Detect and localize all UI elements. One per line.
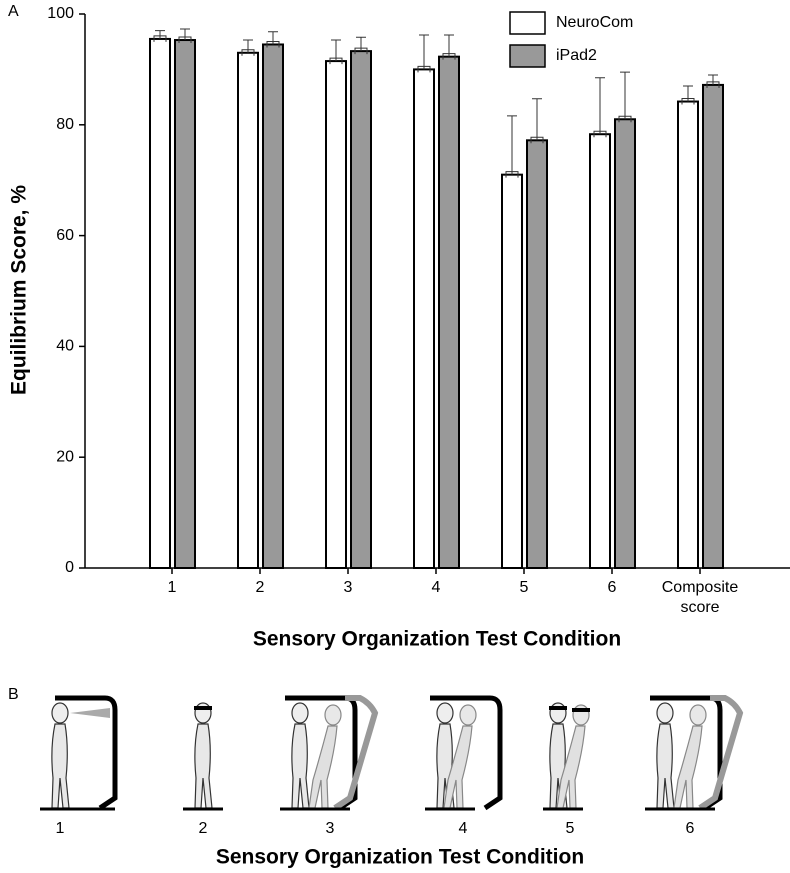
panel-label: A [8,3,19,20]
x-tick-label: 1 [167,579,177,596]
bar [237,51,259,569]
bar [677,100,699,569]
condition-diagrams [40,695,744,811]
x-tick-label: 2 [255,579,265,596]
condition-label: 5 [566,820,575,837]
y-tick-label: 80 [56,116,74,133]
bar [325,60,347,570]
legend-label: iPad2 [556,47,597,64]
y-tick-label: 60 [56,227,74,244]
condition-label: 3 [326,820,335,837]
y-tick-label: 20 [56,448,74,465]
error-bar [153,30,167,42]
y-tick-label: 40 [56,338,74,355]
error-bar [593,77,607,138]
error-bar [442,34,456,60]
error-bar [354,36,368,55]
x-tick-label: 4 [431,579,441,596]
error-bar [329,39,343,65]
x-axis-label: Sensory Organization Test Condition [216,846,584,869]
error-bar [178,28,192,44]
y-axis-label: Equilibrium Score, % [8,185,31,395]
y-tick-label: 0 [65,559,74,576]
legend-swatch [509,44,546,68]
bar [438,55,460,570]
error-bar [706,74,720,88]
error-bar [505,115,519,178]
bar [589,133,611,570]
condition-label: 6 [686,820,695,837]
error-bar [417,34,431,73]
x-tick-label: 6 [607,579,617,596]
condition-label: 2 [199,820,208,837]
x-axis-label: Sensory Organization Test Condition [253,628,621,651]
x-tick-label: Composite score [661,579,739,616]
bar [149,37,171,570]
bar [526,139,548,569]
bar [350,50,372,570]
legend-label: NeuroCom [556,14,633,31]
x-tick-label: 3 [343,579,353,596]
y-tick-label: 100 [47,5,74,22]
bar [174,39,196,569]
x-tick-label: 5 [519,579,529,596]
error-bar [681,85,695,105]
bar [702,83,724,570]
error-bar [241,39,255,56]
legend-swatch [509,11,546,35]
error-bar [530,98,544,144]
error-bar [266,31,280,48]
bar [614,118,636,569]
condition-label: 1 [56,820,65,837]
condition-label: 4 [459,820,468,837]
error-bar [618,71,632,123]
bar [501,173,523,569]
bar [413,68,435,570]
bar [262,43,284,570]
panel-label: B [8,686,19,703]
